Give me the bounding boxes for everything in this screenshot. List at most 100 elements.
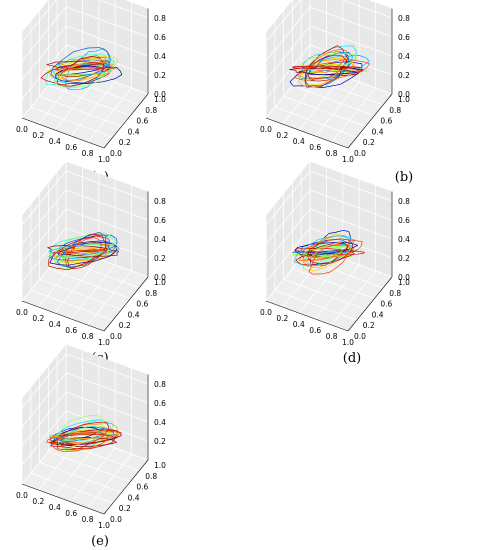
y-tick-label: 0.0 [110, 149, 122, 158]
chart-panel-c: 0.0 0.2 0.4 0.6 0.8 1.0 0.0 0.2 0.4 0.6 0.8 1.0 0.0 0… [0, 161, 244, 366]
grid-z [21, 0, 149, 43]
grid-y-floor [274, 106, 357, 138]
x-tick-label: 0.2 [32, 314, 44, 323]
grid-y-floor [48, 85, 131, 116]
z-tick-label: 0.0 [154, 90, 166, 99]
chart-panel-d: 0.0 0.2 0.4 0.6 0.8 1.0 0.0 0.2 0.4 0.6 0.8 1.0 0.0 0… [244, 161, 488, 366]
x-tick-label: 0.0 [16, 491, 28, 500]
series-line [307, 238, 353, 265]
series-line [294, 58, 370, 82]
grid-z [21, 25, 149, 81]
y-tick-label: 0.4 [372, 310, 384, 319]
series-line [289, 61, 363, 88]
series-line [292, 250, 357, 253]
y-tick-label: 0.0 [110, 332, 122, 341]
z-tick-label: 0.0 [398, 90, 410, 99]
chart-c-plot: 0.00.20.40.60.81.00.00.20.40.60.81.00.00… [16, 161, 166, 347]
x-axis-line [21, 300, 105, 332]
grid-z [265, 227, 393, 283]
series-line [64, 242, 110, 255]
series-line [291, 65, 361, 69]
series-line [52, 62, 117, 77]
pane-left [22, 0, 66, 118]
series-line [57, 414, 104, 450]
grid-y-floor [30, 472, 113, 504]
chart-b-plot: 0.00.20.40.60.81.00.00.20.40.60.81.00.00… [260, 0, 410, 164]
x-tick-label: 0.8 [82, 149, 94, 158]
x-tick-label: 0.8 [82, 332, 94, 341]
series-line [48, 235, 108, 271]
x-tick-label: 0.0 [16, 308, 28, 317]
pane-left [22, 344, 66, 484]
x-tick-label: 0.6 [65, 509, 77, 518]
series-line [65, 237, 102, 269]
z-tick-label: 0.6 [398, 33, 410, 42]
grid-z [21, 391, 149, 447]
x-tick-label: 0.2 [32, 131, 44, 140]
grid-z [21, 410, 149, 466]
pane-left [266, 0, 310, 118]
grid-y-floor [39, 279, 122, 310]
y-tick-label: 0.4 [128, 493, 140, 502]
y-tick-label: 1.0 [154, 278, 166, 287]
grid-z [265, 25, 393, 81]
series-line [49, 434, 119, 439]
pane-left [266, 161, 310, 301]
series-line [54, 431, 118, 440]
x-tick-label: 0.6 [65, 143, 77, 152]
y-tick-label: 0.6 [136, 300, 148, 309]
y-tick-label: 1.0 [398, 278, 410, 287]
y-tick-label: 0.2 [363, 138, 375, 147]
y-tick-label: 0.0 [354, 332, 366, 341]
x-tick-label: 0.4 [293, 137, 305, 146]
series-line [46, 430, 119, 446]
grid-z [265, 44, 393, 100]
x-tick-label: 0.2 [276, 314, 288, 323]
grid-y-floor [39, 462, 122, 493]
grid-z [21, 170, 149, 226]
x-tick-label: 1.0 [342, 338, 354, 347]
chart-panel-b: 0.0 0.2 0.4 0.6 0.8 1.0 0.0 0.2 0.4 0.6 0.8 1.0 0.0 0… [244, 0, 488, 185]
x-tick-label: 0.4 [49, 137, 61, 146]
x-tick-label: 0.6 [65, 326, 77, 335]
grid-z [21, 63, 149, 119]
series-line [304, 45, 349, 88]
y-tick-label: 0.6 [136, 117, 148, 126]
x-axis-line [265, 300, 349, 332]
x-tick-label: 0.6 [309, 326, 321, 335]
series-line [50, 433, 115, 449]
grid-z [265, 0, 393, 43]
z-tick-label: 0.4 [154, 235, 166, 244]
z-tick-label: 0.6 [154, 399, 166, 408]
grid-z [265, 189, 393, 245]
y-tick-label: 0.2 [119, 138, 131, 147]
series-line [47, 245, 120, 257]
pane-left [22, 161, 66, 301]
x-tick-label: 0.0 [16, 125, 28, 134]
grid-z [265, 170, 393, 226]
series-line [48, 244, 110, 257]
z-tick-label: 0.6 [154, 33, 166, 42]
chart-d-plot: 0.00.20.40.60.81.00.00.20.40.60.81.00.00… [260, 161, 410, 347]
x-tick-label: 1.0 [98, 521, 110, 530]
series-line [57, 60, 114, 82]
grid-y-floor [30, 106, 113, 138]
grid-y-floor [274, 289, 357, 321]
x-tick-label: 1.0 [342, 155, 354, 164]
x-tick-label: 0.2 [32, 497, 44, 506]
pane-floor [22, 64, 148, 148]
z-tick-label: 0.0 [398, 273, 410, 282]
x-tick-label: 0.8 [326, 149, 338, 158]
chart-panel-a: 0.0 0.2 0.4 0.6 0.8 1.0 0.0 0.2 0.4 0.6 0.8 1.0 0.0 0… [0, 0, 244, 185]
z-tick-label: 0.4 [398, 235, 410, 244]
series-line [305, 241, 353, 269]
x-tick-label: 0.4 [49, 503, 61, 512]
series-line [45, 53, 116, 89]
grid-z [265, 6, 393, 62]
grid-y-floor [48, 268, 131, 299]
y-tick-label: 0.8 [389, 289, 401, 298]
grid-z [21, 189, 149, 245]
chart-a-plot: 0.00.20.40.60.81.00.00.20.40.60.81.00.00… [16, 0, 166, 164]
grid-z [21, 208, 149, 264]
grid-z [21, 6, 149, 62]
